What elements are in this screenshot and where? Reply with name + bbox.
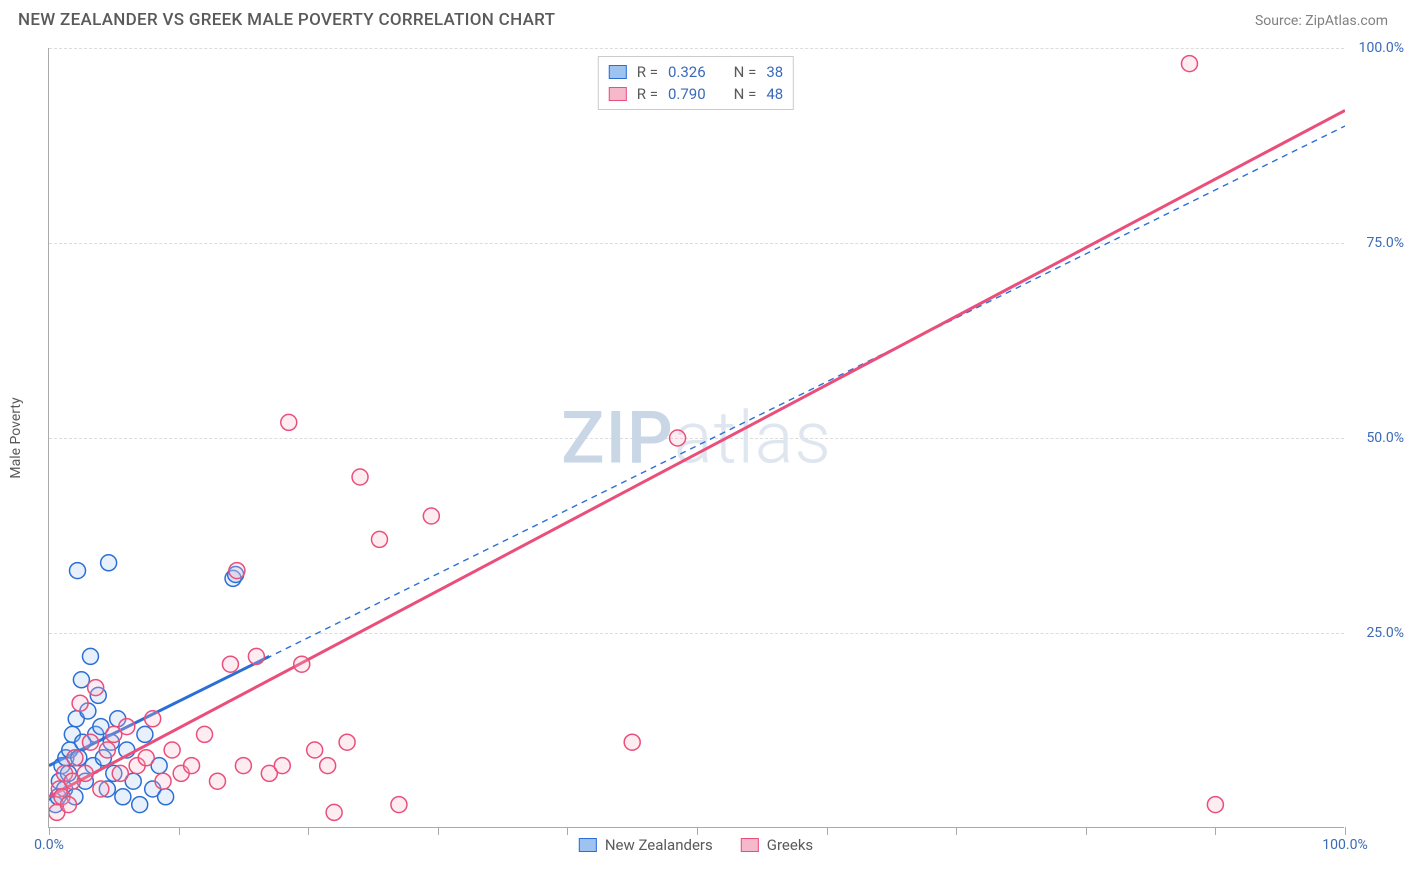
x-tick (438, 827, 439, 835)
x-tick (1086, 827, 1087, 835)
x-tick (49, 827, 50, 835)
point-greeks (235, 758, 251, 774)
point-greeks (339, 734, 355, 750)
point-greeks (320, 758, 336, 774)
legend-stat-row-greeks: R = 0.790 N = 48 (609, 83, 783, 105)
chart-title: NEW ZEALANDER VS GREEK MALE POVERTY CORR… (18, 10, 555, 30)
legend-swatch (741, 838, 759, 852)
r-value: 0.326 (668, 63, 706, 81)
trendline-dashed-new_zealanders (49, 126, 1345, 766)
legend-item-new_zealanders: New Zealanders (579, 836, 713, 854)
point-greeks (326, 804, 342, 820)
point-greeks (229, 563, 245, 579)
legend-swatch (609, 87, 627, 101)
point-new_zealanders (132, 797, 148, 813)
point-greeks (670, 430, 686, 446)
x-tick-label: 0.0% (34, 837, 64, 853)
point-greeks (155, 773, 171, 789)
chart-svg (49, 48, 1345, 828)
point-greeks (352, 469, 368, 485)
n-label: N = (734, 63, 757, 81)
y-tick-label: 25.0% (1366, 625, 1404, 641)
legend-stats: R = 0.326 N = 38 R = 0.790 N = 48 (598, 56, 794, 110)
point-greeks (371, 531, 387, 547)
point-greeks (281, 414, 297, 430)
point-greeks (99, 742, 115, 758)
x-tick (827, 827, 828, 835)
point-greeks (88, 680, 104, 696)
y-axis-title: Male Poverty (8, 397, 24, 478)
n-value: 48 (766, 85, 783, 103)
legend-series: New Zealanders Greeks (579, 836, 813, 854)
point-greeks (391, 797, 407, 813)
point-new_zealanders (70, 563, 86, 579)
point-greeks (294, 656, 310, 672)
legend-item-greeks: Greeks (741, 836, 813, 854)
plot-region: ZIPatlas 25.0%50.0%75.0%100.0%0.0%100.0% (48, 48, 1344, 828)
point-greeks (1207, 797, 1223, 813)
point-new_zealanders (73, 672, 89, 688)
r-label: R = (637, 85, 658, 103)
point-greeks (209, 773, 225, 789)
x-tick (308, 827, 309, 835)
y-tick-label: 50.0% (1366, 430, 1404, 446)
point-greeks (197, 726, 213, 742)
point-greeks (93, 781, 109, 797)
point-greeks (145, 711, 161, 727)
point-new_zealanders (137, 726, 153, 742)
point-greeks (82, 734, 98, 750)
point-greeks (119, 719, 135, 735)
x-tick (179, 827, 180, 835)
x-tick (1215, 827, 1216, 835)
point-new_zealanders (82, 648, 98, 664)
point-greeks (307, 742, 323, 758)
point-greeks (164, 742, 180, 758)
point-greeks (423, 508, 439, 524)
legend-swatch (579, 838, 597, 852)
legend-stat-row-new_zealanders: R = 0.326 N = 38 (609, 61, 783, 83)
point-greeks (67, 750, 83, 766)
point-greeks (1181, 56, 1197, 72)
y-tick-label: 75.0% (1366, 235, 1404, 251)
x-tick (956, 827, 957, 835)
n-label: N = (734, 85, 757, 103)
point-new_zealanders (101, 555, 117, 571)
y-tick-label: 100.0% (1359, 40, 1404, 56)
r-label: R = (637, 63, 658, 81)
point-greeks (112, 765, 128, 781)
point-greeks (624, 734, 640, 750)
legend-label: New Zealanders (605, 836, 713, 854)
point-greeks (138, 750, 154, 766)
point-greeks (72, 695, 88, 711)
trendline-greeks (49, 110, 1345, 796)
point-greeks (274, 758, 290, 774)
point-greeks (184, 758, 200, 774)
legend-label: Greeks (767, 836, 813, 854)
chart-area: ZIPatlas 25.0%50.0%75.0%100.0%0.0%100.0%… (48, 48, 1344, 828)
point-greeks (248, 648, 264, 664)
point-new_zealanders (158, 789, 174, 805)
x-tick-label: 100.0% (1322, 837, 1367, 853)
point-greeks (222, 656, 238, 672)
x-tick (1345, 827, 1346, 835)
source-credit: Source: ZipAtlas.com (1255, 13, 1388, 29)
n-value: 38 (766, 63, 783, 81)
legend-swatch (609, 65, 627, 79)
point-greeks (60, 797, 76, 813)
x-tick (567, 827, 568, 835)
point-greeks (77, 765, 93, 781)
r-value: 0.790 (668, 85, 706, 103)
x-tick (697, 827, 698, 835)
point-new_zealanders (115, 789, 131, 805)
